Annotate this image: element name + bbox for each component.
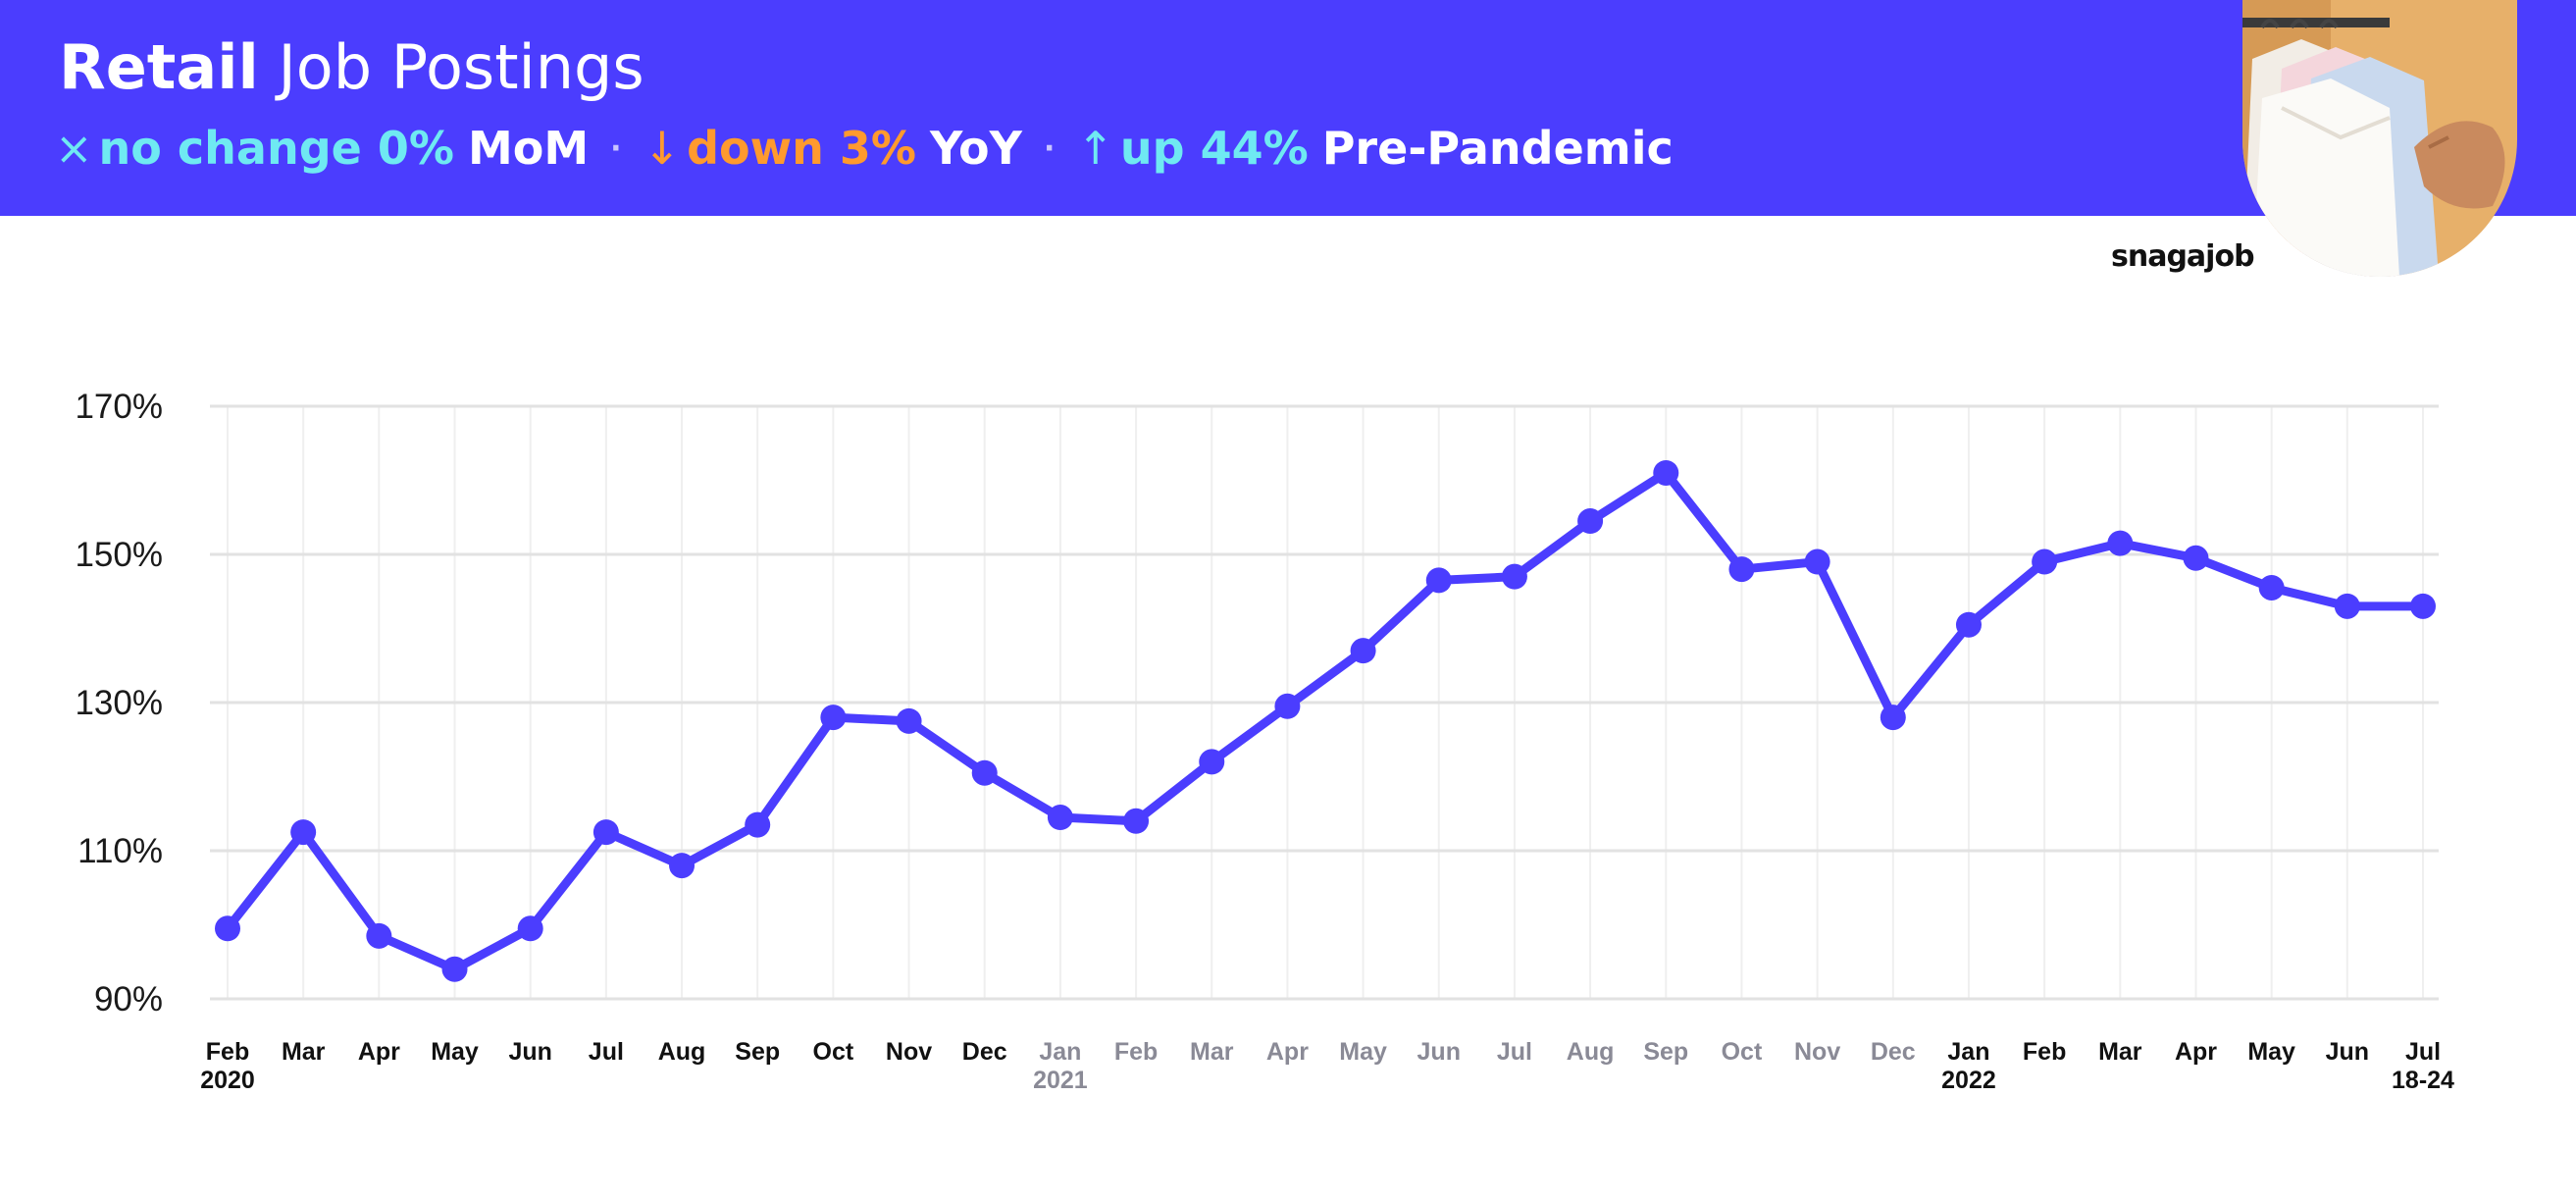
data-point	[1350, 638, 1376, 664]
x-tick-label: Mar	[2098, 1038, 2142, 1066]
data-point	[971, 759, 998, 786]
data-point	[2183, 545, 2209, 571]
x-tick-label: Apr	[1266, 1038, 1309, 1066]
x-tick-sublabel: 2020	[200, 1067, 255, 1094]
x-tick-label: Nov	[886, 1038, 932, 1066]
x-tick-sublabel: 18-24	[2392, 1067, 2454, 1094]
data-point	[1955, 611, 1982, 638]
data-point	[896, 707, 922, 734]
y-tick-label: 110%	[77, 832, 163, 870]
series-line	[223, 468, 2428, 974]
y-tick-label: 130%	[75, 684, 163, 722]
x-tick-label: Feb	[206, 1038, 249, 1066]
data-point	[1577, 508, 1604, 535]
data-point	[215, 915, 240, 942]
stat-mom: × no change 0% MoM	[55, 122, 589, 175]
page-title: Retail Job Postings	[59, 31, 644, 103]
x-tick-label: Jan	[1039, 1038, 1081, 1066]
x-tick-label: Sep	[735, 1038, 780, 1066]
data-point	[1804, 548, 1830, 575]
data-point	[2410, 593, 2436, 619]
x-tick-label: Oct	[1722, 1038, 1763, 1066]
x-tick-label: May	[431, 1038, 479, 1066]
data-point	[2032, 548, 2058, 575]
x-tick-label: Feb	[2023, 1038, 2066, 1066]
stat-yoy-label: YoY	[929, 122, 1022, 175]
x-tick-sublabel: 2022	[1941, 1067, 1996, 1094]
title-rest: Job Postings	[278, 31, 644, 103]
x-tick-label: Jul	[2405, 1038, 2441, 1066]
x-tick-label: Jan	[1947, 1038, 1989, 1066]
x-tick-label: Jun	[508, 1038, 551, 1066]
header-banner: Retail Job Postings × no change 0% MoM ·…	[0, 0, 2576, 216]
x-tick-label: Aug	[1567, 1038, 1615, 1066]
data-point	[1653, 459, 1679, 486]
x-tick-label: Jun	[1417, 1038, 1461, 1066]
stat-mom-label: MoM	[467, 122, 590, 175]
x-tick-label: Oct	[813, 1038, 854, 1066]
stat-prepandemic-label: Pre-Pandemic	[1321, 122, 1674, 175]
y-tick-label: 150%	[75, 536, 163, 574]
separator: ·	[1043, 131, 1056, 166]
data-point	[366, 922, 392, 949]
x-tick-label: Dec	[962, 1038, 1007, 1066]
data-point	[517, 915, 543, 942]
data-point	[1425, 567, 1452, 594]
separator: ·	[610, 131, 622, 166]
stat-prepandemic: ↑ up 44% Pre-Pandemic	[1076, 122, 1673, 175]
x-tick-label: Mar	[282, 1038, 326, 1066]
y-tick-label: 90%	[94, 980, 163, 1018]
data-point	[2258, 574, 2285, 600]
data-point	[1047, 805, 1073, 831]
data-point	[1274, 693, 1301, 719]
x-tick-label: Dec	[1871, 1038, 1916, 1066]
data-point	[592, 819, 619, 846]
stat-mom-value: no change 0%	[98, 122, 454, 175]
x-tick-label: Sep	[1643, 1038, 1688, 1066]
arrow-down-icon: ↓	[643, 122, 682, 175]
stat-prepandemic-value: up 44%	[1119, 122, 1309, 175]
data-point	[441, 956, 468, 982]
data-point	[2334, 593, 2360, 619]
x-tick-label: May	[1339, 1038, 1387, 1066]
x-tick-label: Mar	[1190, 1038, 1234, 1066]
data-point	[1199, 749, 1225, 775]
x-tick-label: Aug	[658, 1038, 706, 1066]
data-point	[1880, 705, 1906, 731]
close-icon: ×	[55, 122, 93, 175]
data-point	[1123, 808, 1150, 834]
snagajob-logo: snagajob	[2111, 239, 2255, 274]
data-point	[2107, 530, 2134, 556]
arrow-up-icon: ↑	[1076, 122, 1114, 175]
data-point	[1728, 556, 1755, 583]
stats-row: × no change 0% MoM · ↓ down 3% YoY · ↑ u…	[55, 122, 1674, 175]
x-tick-label: May	[2247, 1038, 2295, 1066]
x-tick-label: Jul	[1497, 1038, 1532, 1066]
data-point	[820, 705, 847, 731]
stat-yoy-value: down 3%	[687, 122, 916, 175]
x-tick-label: Jun	[2326, 1038, 2369, 1066]
data-point	[745, 811, 771, 838]
clothing-rack-photo	[2242, 0, 2517, 277]
x-tick-label: Apr	[358, 1038, 400, 1066]
x-tick-sublabel: 2021	[1033, 1067, 1088, 1094]
x-tick-label: Apr	[2175, 1038, 2217, 1066]
data-point	[669, 853, 696, 879]
data-point	[290, 819, 317, 846]
x-tick-label: Nov	[1794, 1038, 1840, 1066]
title-bold: Retail	[59, 31, 259, 103]
x-tick-label: Feb	[1114, 1038, 1158, 1066]
x-tick-label: Jul	[589, 1038, 624, 1066]
stat-yoy: ↓ down 3% YoY	[644, 122, 1022, 175]
y-tick-label: 170%	[75, 388, 163, 426]
data-point	[1501, 563, 1527, 590]
